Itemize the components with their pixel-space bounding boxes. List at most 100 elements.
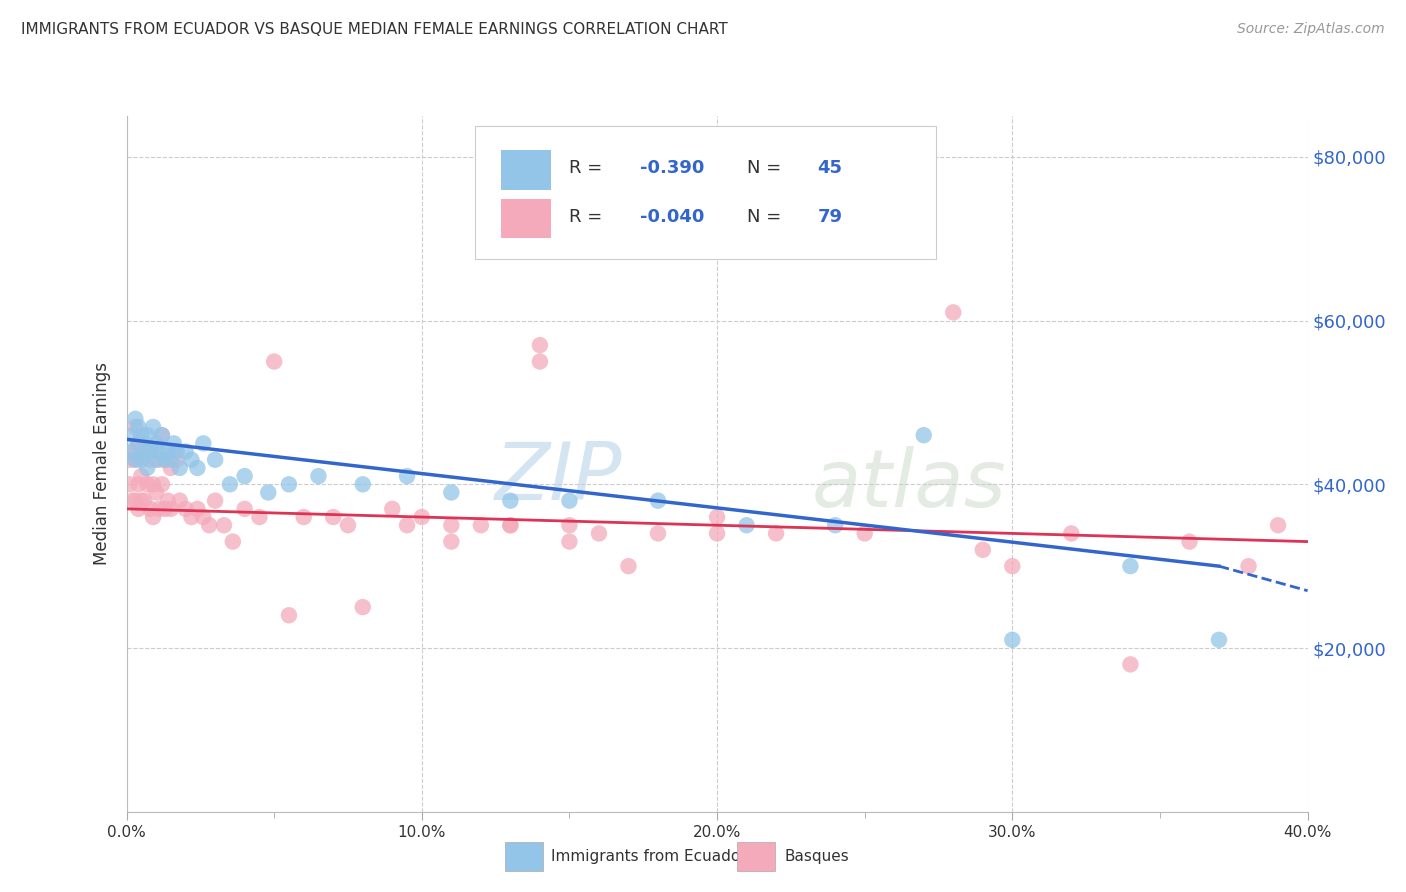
Point — [198, 518, 221, 533]
Point — [118, 444, 141, 458]
Point — [499, 493, 522, 508]
FancyBboxPatch shape — [501, 199, 551, 238]
Point — [148, 444, 170, 458]
Point — [352, 477, 374, 491]
Point — [233, 469, 256, 483]
Point — [121, 444, 143, 458]
Point — [136, 428, 159, 442]
Point — [219, 477, 242, 491]
Point — [337, 518, 360, 533]
Point — [174, 444, 197, 458]
Point — [193, 436, 215, 450]
Point — [136, 477, 159, 491]
Point — [142, 477, 165, 491]
Point — [150, 428, 173, 442]
Point — [1119, 657, 1142, 672]
Point — [411, 510, 433, 524]
Text: R =: R = — [569, 208, 609, 226]
Point — [212, 518, 235, 533]
Text: 45: 45 — [817, 159, 842, 178]
Point — [166, 452, 188, 467]
Point — [912, 428, 935, 442]
Point — [558, 493, 581, 508]
Point — [1001, 559, 1024, 574]
Point — [150, 428, 173, 442]
Point — [257, 485, 280, 500]
Point — [499, 518, 522, 533]
Point — [142, 510, 165, 524]
Point — [765, 526, 787, 541]
Point — [163, 436, 186, 450]
Point — [647, 493, 669, 508]
Point — [163, 444, 186, 458]
Point — [127, 436, 149, 450]
Point — [824, 518, 846, 533]
Point — [1001, 632, 1024, 647]
Point — [396, 518, 419, 533]
Point — [129, 493, 153, 508]
Point — [127, 420, 149, 434]
Point — [153, 501, 176, 516]
Point — [278, 477, 301, 491]
Point — [153, 452, 176, 467]
Point — [186, 501, 208, 516]
Point — [118, 477, 141, 491]
Text: -0.390: -0.390 — [640, 159, 704, 178]
Point — [159, 452, 183, 467]
Point — [396, 469, 419, 483]
Point — [156, 444, 179, 458]
Point — [145, 452, 167, 467]
Point — [186, 461, 208, 475]
Point — [148, 501, 170, 516]
Point — [129, 428, 153, 442]
Point — [153, 452, 176, 467]
Point — [853, 223, 876, 237]
Point — [159, 461, 183, 475]
Point — [1119, 559, 1142, 574]
Point — [942, 305, 965, 319]
Point — [124, 420, 146, 434]
FancyBboxPatch shape — [475, 127, 935, 259]
Point — [159, 501, 183, 516]
Point — [121, 428, 143, 442]
Point — [139, 501, 162, 516]
Point — [499, 518, 522, 533]
Point — [145, 485, 167, 500]
Text: Immigrants from Ecuador: Immigrants from Ecuador — [551, 849, 747, 863]
Point — [124, 493, 146, 508]
Point — [204, 452, 226, 467]
Point — [124, 412, 146, 426]
Point — [735, 518, 758, 533]
Point — [292, 510, 315, 524]
Text: atlas: atlas — [811, 446, 1007, 524]
Point — [222, 534, 245, 549]
Point — [150, 477, 173, 491]
Point — [381, 501, 404, 516]
Point — [247, 510, 270, 524]
FancyBboxPatch shape — [501, 150, 551, 190]
Point — [142, 420, 165, 434]
Point — [139, 452, 162, 467]
Point — [139, 444, 162, 458]
Point — [136, 444, 159, 458]
Point — [1267, 518, 1289, 533]
Point — [148, 452, 170, 467]
Point — [972, 542, 994, 557]
Point — [558, 534, 581, 549]
Point — [169, 461, 191, 475]
Point — [121, 493, 143, 508]
Point — [278, 608, 301, 623]
Point — [129, 452, 153, 467]
Point — [529, 338, 551, 352]
Point — [1237, 559, 1260, 574]
Point — [558, 518, 581, 533]
Point — [118, 452, 141, 467]
Text: Basques: Basques — [785, 849, 849, 863]
Point — [156, 493, 179, 508]
Point — [166, 444, 188, 458]
Point — [127, 477, 149, 491]
Point — [440, 534, 463, 549]
Point — [180, 510, 202, 524]
Point — [204, 493, 226, 508]
Point — [127, 436, 149, 450]
